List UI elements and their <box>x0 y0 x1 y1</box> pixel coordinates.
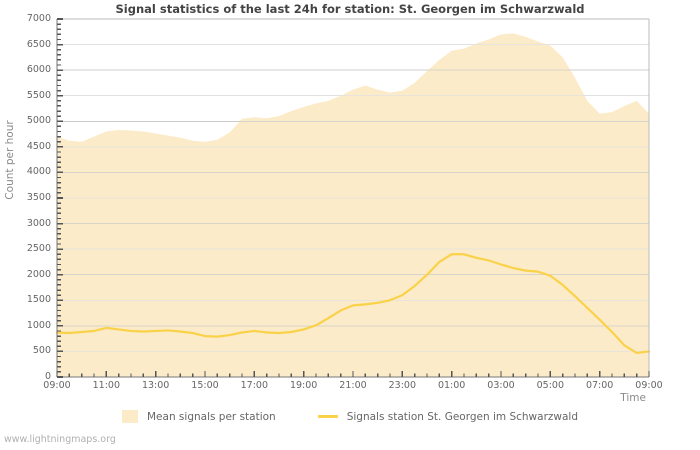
y-tick-label: 3500 <box>26 192 51 203</box>
chart-title: Signal statistics of the last 24h for st… <box>115 2 585 16</box>
line-swatch-icon <box>317 415 338 418</box>
legend-item-mean-signals[interactable]: Mean signals per station <box>121 410 276 423</box>
y-tick-label: 5500 <box>26 89 51 101</box>
y-tick-label: 1000 <box>26 319 51 331</box>
x-axis-label: Time <box>620 392 646 404</box>
y-axis-label: Count per hour <box>4 120 16 200</box>
x-tick-label: 11:00 <box>92 380 121 391</box>
x-tick-label: 03:00 <box>487 380 515 391</box>
x-tick-label: 09:00 <box>635 380 663 391</box>
watermark-text: www.lightningmaps.org <box>4 434 116 445</box>
x-tick-label: 13:00 <box>141 380 170 391</box>
x-tick-label: 01:00 <box>437 380 466 391</box>
legend-item-station-signals[interactable]: Signals station St. Georgen im Schwarzwa… <box>317 410 579 423</box>
legend-label-station-signals: Signals station St. Georgen im Schwarzwa… <box>346 410 579 423</box>
chart-legend: Mean signals per station Signals station… <box>0 410 700 423</box>
area-swatch-icon <box>121 410 138 423</box>
y-tick-label: 2000 <box>26 268 51 280</box>
x-tick-label: 05:00 <box>536 380 565 391</box>
y-tick-label: 3000 <box>26 217 51 229</box>
y-tick-label: 6500 <box>26 38 51 50</box>
y-tick-label: 2500 <box>26 243 51 255</box>
x-tick-label: 17:00 <box>240 380 269 391</box>
y-tick-label: 6000 <box>26 64 51 76</box>
x-tick-label: 23:00 <box>388 380 417 391</box>
y-tick-label: 500 <box>32 345 51 357</box>
y-tick-label: 4500 <box>26 140 51 152</box>
x-tick-label: 21:00 <box>339 380 367 391</box>
y-tick-label: 0 <box>44 371 51 382</box>
y-tick-label: 4000 <box>26 166 51 178</box>
x-tick-label: 15:00 <box>191 380 219 391</box>
y-tick-label: 1500 <box>26 294 51 306</box>
x-tick-label: 19:00 <box>289 380 318 391</box>
legend-label-mean-signals: Mean signals per station <box>146 410 276 423</box>
y-tick-label: 5000 <box>26 115 51 127</box>
x-tick-label: 09:00 <box>43 380 71 391</box>
x-tick-label: 07:00 <box>585 380 614 391</box>
y-tick-label: 7000 <box>26 13 51 24</box>
